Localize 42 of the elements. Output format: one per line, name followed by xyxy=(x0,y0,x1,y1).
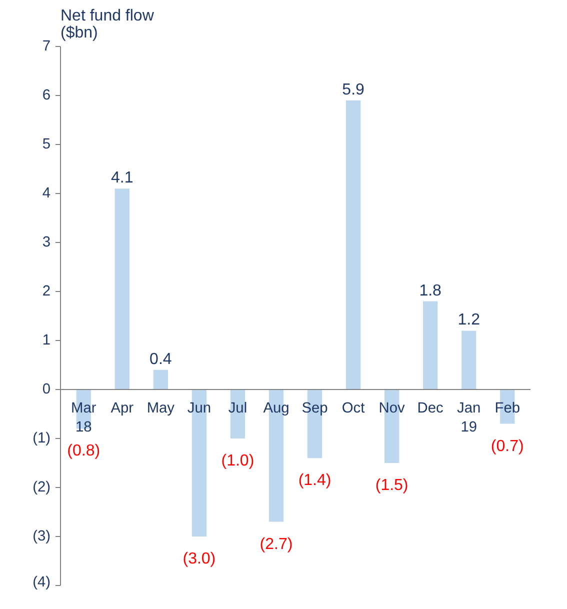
y-tick-label: 2 xyxy=(42,284,51,300)
y-tick-label: 5 xyxy=(42,136,51,152)
bar xyxy=(346,100,361,390)
data-label: (3.0) xyxy=(182,550,216,568)
y-tick-label: (2) xyxy=(32,480,51,496)
bar xyxy=(423,301,438,390)
x-tick-label: May xyxy=(146,400,176,416)
data-label: (1.4) xyxy=(298,472,332,490)
data-label: (1.0) xyxy=(221,452,254,470)
y-tick-label: 0 xyxy=(42,382,51,398)
y-tick-label: 7 xyxy=(42,38,51,54)
x-tick-label: Feb xyxy=(494,400,520,416)
data-label: 1.8 xyxy=(419,282,442,300)
x-tick-label: Nov xyxy=(378,400,406,416)
x-tick-label: Jan 19 xyxy=(457,400,481,436)
y-tick-label: 6 xyxy=(42,88,51,104)
x-tick-label: Sep xyxy=(302,400,328,416)
x-tick-label: Apr xyxy=(110,400,134,416)
x-tick-label: Oct xyxy=(342,400,365,416)
y-tick-label: (1) xyxy=(32,430,51,446)
y-tick-label: 4 xyxy=(42,186,51,202)
x-tick-label: Aug xyxy=(263,400,290,416)
bar xyxy=(462,330,476,390)
y-tick-label: 1 xyxy=(42,332,51,348)
data-label: 0.4 xyxy=(150,350,172,368)
x-tick-label: Jul xyxy=(228,400,248,416)
data-label: 1.2 xyxy=(458,312,480,329)
y-tick-label: (3) xyxy=(32,528,51,544)
bar xyxy=(114,188,130,390)
y-tick-label: 3 xyxy=(42,234,51,250)
y-axis-title: Net fund flow ($bn) xyxy=(60,8,154,42)
data-label: 4.1 xyxy=(111,170,134,187)
x-tick-label: Dec xyxy=(417,400,444,416)
y-tick-label: (4) xyxy=(32,574,51,590)
bar xyxy=(153,370,168,390)
data-label: (0.8) xyxy=(67,442,100,460)
data-label: (2.7) xyxy=(260,536,293,553)
x-tick-label: Jun xyxy=(187,400,212,416)
data-label: (0.7) xyxy=(490,438,524,455)
data-label: 5.9 xyxy=(342,81,365,98)
data-label: (1.5) xyxy=(375,477,408,494)
x-tick-label: Mar 18 xyxy=(70,400,96,436)
